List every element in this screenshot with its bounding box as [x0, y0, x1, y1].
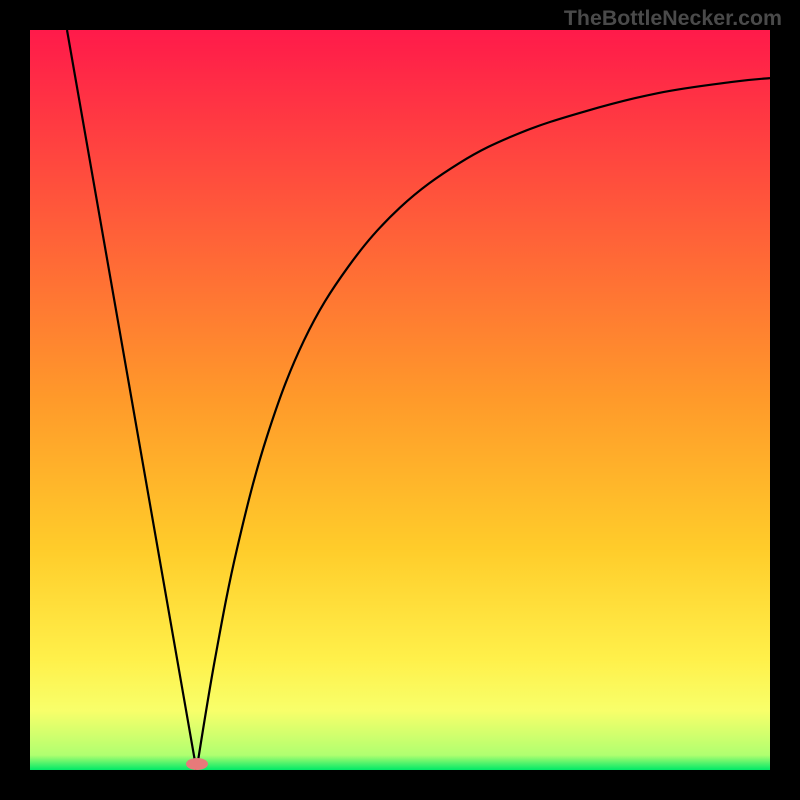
- curve-overlay: [0, 0, 800, 800]
- curve-left-branch: [67, 30, 197, 770]
- watermark-text: TheBottleNecker.com: [564, 6, 782, 31]
- curve-right-branch: [197, 78, 771, 770]
- min-marker: [186, 758, 208, 770]
- chart-container: TheBottleNecker.com: [0, 0, 800, 800]
